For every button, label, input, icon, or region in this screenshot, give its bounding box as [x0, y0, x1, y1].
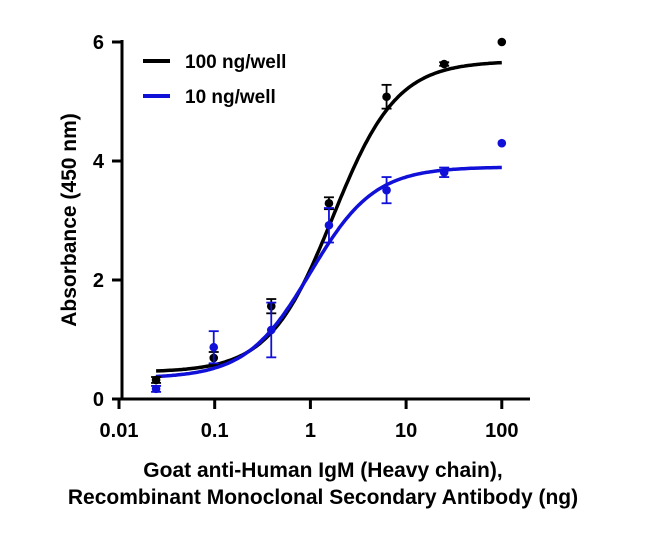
y-tick-label: 6 — [93, 32, 104, 54]
axes — [120, 40, 530, 401]
legend-label-100ng: 100 ng/well — [185, 52, 286, 73]
x-tick-label: 0.1 — [201, 420, 229, 442]
data-point — [382, 92, 391, 102]
y-tick-label: 0 — [93, 389, 104, 411]
legend-label-10ng: 10 ng/well — [185, 87, 276, 108]
data-point — [497, 138, 507, 148]
x-tick-label: 100 — [485, 420, 518, 442]
legend: 100 ng/well 10 ng/well — [143, 52, 286, 108]
x-axis-label-line2: Recombinant Monoclonal Secondary Antibod… — [68, 486, 578, 509]
data-point — [209, 342, 219, 352]
y-axis-label: Absorbance (450 nm) — [58, 113, 81, 327]
data-point — [151, 375, 161, 385]
x-tick-label: 0.01 — [100, 420, 139, 442]
x-axis-label-line1: Goat anti-Human IgM (Heavy chain), — [143, 459, 502, 482]
data-point — [324, 220, 334, 230]
ticks: 0.01 0.1 1 10 100 0 2 4 6 — [93, 32, 519, 442]
data-point — [266, 325, 276, 335]
data-point — [439, 59, 449, 69]
data-point — [497, 37, 507, 47]
data-point — [439, 168, 449, 177]
x-tick-label: 10 — [395, 420, 417, 442]
data-point — [151, 384, 161, 394]
data-point — [382, 185, 391, 195]
y-tick-label: 2 — [93, 270, 104, 292]
y-tick-label: 4 — [93, 151, 105, 173]
x-tick-label: 1 — [305, 420, 316, 442]
data-points — [151, 37, 507, 394]
data-point — [324, 198, 334, 208]
